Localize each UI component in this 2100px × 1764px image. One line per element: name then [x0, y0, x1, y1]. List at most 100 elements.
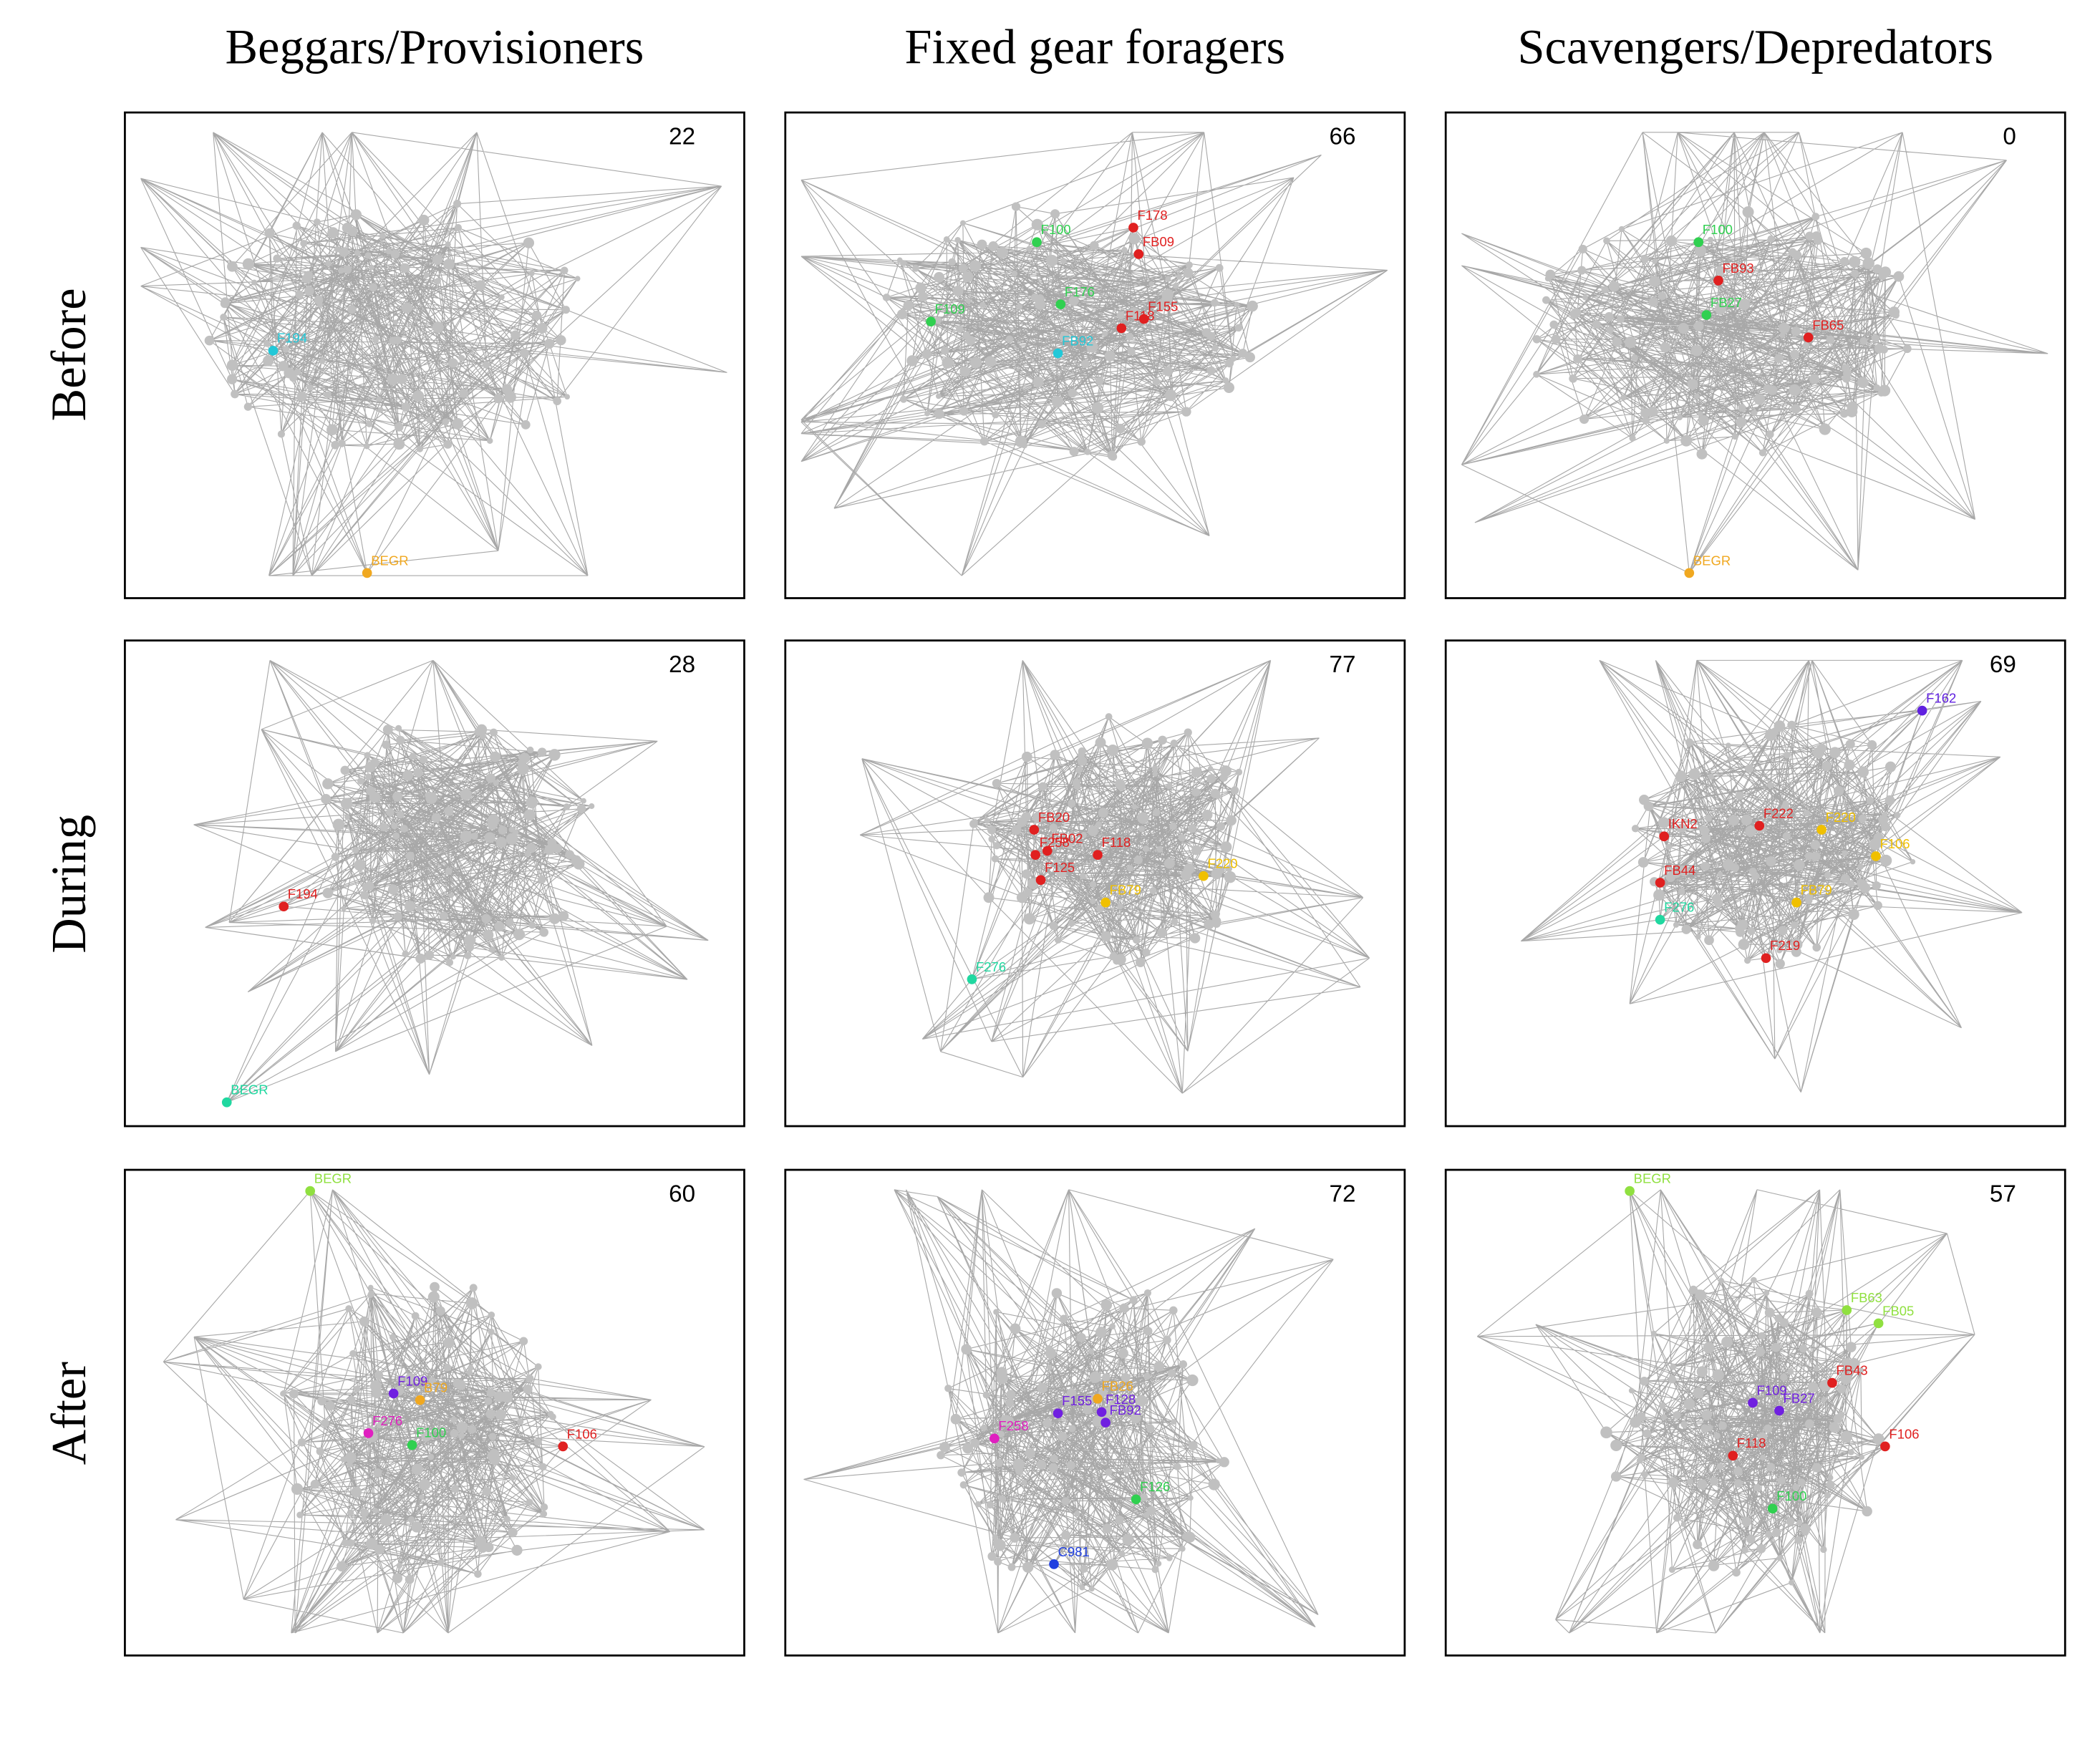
node [1751, 410, 1758, 417]
node [373, 1468, 382, 1478]
node [1142, 948, 1151, 956]
node [950, 1413, 962, 1425]
labeled-node [1131, 1494, 1141, 1505]
node [481, 914, 491, 924]
node [996, 1372, 1008, 1385]
labeled-node [1116, 323, 1127, 334]
node [513, 829, 519, 835]
node [959, 406, 969, 416]
node [1191, 767, 1202, 777]
node [1902, 344, 1912, 354]
node [364, 252, 372, 259]
node [487, 1451, 497, 1461]
node [1774, 354, 1784, 364]
node [1084, 448, 1091, 455]
node [1811, 1463, 1822, 1473]
node [1686, 1478, 1693, 1486]
node [1812, 943, 1821, 952]
node [540, 1510, 548, 1518]
node-label: F118 [1737, 1435, 1766, 1450]
node [1066, 1387, 1077, 1398]
edge-set [140, 132, 727, 576]
node [409, 752, 417, 760]
labeled-node [1774, 1405, 1784, 1416]
node [1080, 1564, 1088, 1573]
node [982, 1391, 990, 1399]
node [1577, 266, 1587, 275]
node [405, 851, 415, 861]
node [899, 395, 908, 403]
row-title: Before [42, 288, 96, 421]
node [1191, 845, 1202, 856]
node [993, 1309, 1000, 1315]
node [1738, 298, 1751, 311]
node [296, 391, 307, 402]
node [1122, 1533, 1134, 1546]
node [345, 1305, 352, 1312]
node-label: FB20 [1038, 810, 1070, 825]
labeled-node [388, 1388, 399, 1399]
node [1718, 1278, 1724, 1284]
node [563, 803, 571, 810]
node [519, 1337, 528, 1346]
node [1791, 326, 1801, 336]
node [1776, 947, 1783, 954]
node [942, 357, 954, 369]
node [523, 809, 536, 821]
node [513, 929, 526, 941]
node [1072, 778, 1080, 787]
node [1631, 354, 1638, 362]
node [1878, 384, 1891, 397]
node [396, 1375, 404, 1382]
node [411, 1463, 423, 1475]
node [460, 830, 473, 843]
node [1022, 1561, 1034, 1573]
node [526, 796, 538, 809]
node [460, 1514, 467, 1520]
node [997, 1430, 1005, 1438]
node [1181, 407, 1191, 417]
node [1767, 782, 1774, 789]
node-label: F126 [1140, 1479, 1170, 1494]
node [924, 411, 930, 417]
panel-count: 22 [669, 123, 695, 150]
node [1820, 319, 1832, 331]
node [1673, 1513, 1681, 1522]
panel-count: 69 [1990, 651, 2016, 678]
node [1080, 832, 1087, 838]
node [343, 265, 352, 274]
node [1810, 840, 1821, 850]
node [1774, 720, 1786, 732]
labeled-node [1842, 1305, 1852, 1315]
node [882, 294, 891, 301]
node [1744, 957, 1751, 964]
node [1629, 435, 1636, 442]
node-label: F128 [1105, 1392, 1136, 1407]
node [974, 1501, 982, 1508]
node [455, 1380, 466, 1390]
node [1582, 294, 1588, 301]
node [392, 791, 402, 802]
node [376, 396, 382, 402]
node [553, 843, 563, 853]
node [1711, 1498, 1719, 1506]
node [1011, 202, 1021, 211]
node [466, 1369, 473, 1376]
node [1088, 1349, 1095, 1354]
node [533, 1438, 542, 1446]
node [332, 818, 345, 831]
node [251, 279, 258, 286]
node-label: F222 [1763, 805, 1794, 820]
node [465, 943, 474, 952]
node [1115, 423, 1126, 434]
node [439, 911, 448, 921]
node [289, 374, 298, 382]
node-label: FB09 [1143, 234, 1174, 249]
node [1777, 1476, 1786, 1485]
node [1104, 350, 1116, 362]
node [365, 882, 374, 891]
node [488, 1328, 495, 1335]
node [1005, 1398, 1015, 1407]
node [296, 1511, 304, 1518]
